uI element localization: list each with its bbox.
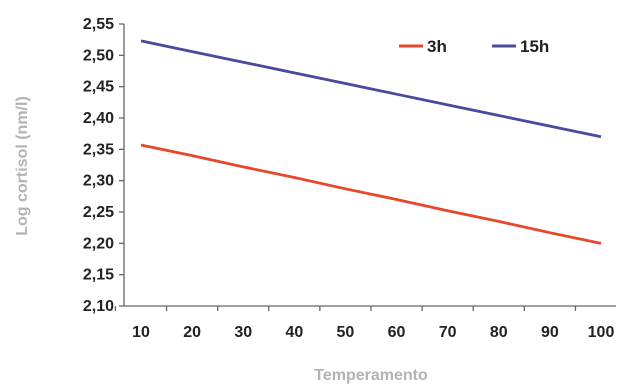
x-tick-label: 70 [439,324,457,341]
x-tick-label: 60 [388,324,406,341]
y-tick-label: 2,30 [83,173,114,190]
x-axis-ticks: 10 20 30 40 50 60 70 80 90 100 [114,306,615,341]
legend-label-3h: 3h [427,37,447,56]
x-tick-label: 30 [234,324,252,341]
y-tick-label: 2,35 [83,141,114,158]
y-tick-label: 2,15 [83,267,114,284]
x-tick-label: 100 [588,324,615,341]
y-tick-label: 2,45 [83,79,114,96]
series-line-3h [140,143,602,245]
y-axis-ticks: 2,10 2,15 2,20 2,25 2,30 2,35 2,40 2,45 2,50 2,55 [83,16,124,315]
y-tick-label: 2,40 [83,110,114,127]
x-tick-label: 40 [285,324,303,341]
y-tick-label: 2,50 [83,47,114,64]
y-tick-label: 2,20 [83,235,114,252]
x-tick-label: 10 [132,324,150,341]
y-tick-label: 2,55 [83,16,114,33]
y-tick-label: 2,10 [83,298,114,315]
x-tick-label: 50 [337,324,355,341]
series-lines [140,39,602,245]
x-tick-label: 20 [183,324,201,341]
y-axis-title: Log cortisol (nm/l) [14,96,31,236]
x-tick-label: 90 [541,324,559,341]
legend-label-15h: 15h [520,37,549,56]
x-axis-title: Temperamento [314,367,428,384]
x-tick-label: 80 [490,324,508,341]
series-line-15h [140,39,602,139]
legend: 3h 15h [399,37,549,56]
y-tick-label: 2,25 [83,204,114,221]
